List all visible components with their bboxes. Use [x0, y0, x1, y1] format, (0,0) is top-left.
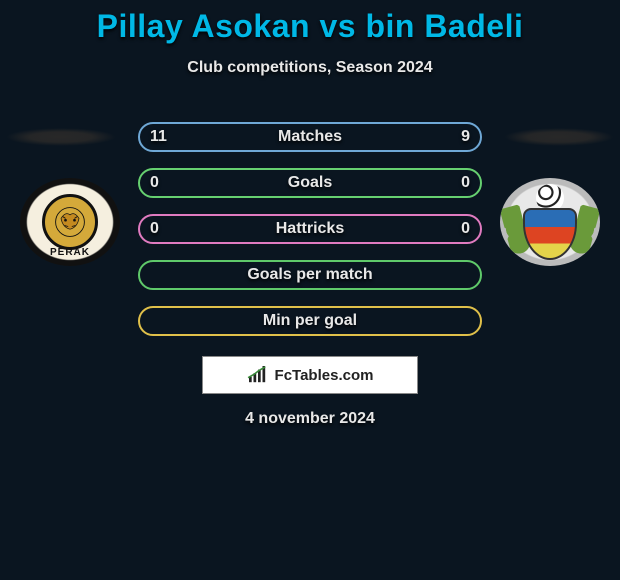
stat-label: Min per goal — [263, 312, 357, 330]
stat-right-value: 0 — [461, 174, 470, 192]
left-crest-inner — [42, 194, 98, 250]
left-crest: PERAK — [20, 178, 120, 266]
stat-row: 0 Goals 0 — [138, 168, 482, 198]
left-team-badge: PERAK — [20, 178, 120, 266]
stat-row: Min per goal — [138, 306, 482, 336]
stat-row: 11 Matches 9 — [138, 122, 482, 152]
left-player-shadow — [6, 128, 116, 146]
stat-label: Goals — [288, 174, 332, 192]
stat-left-value: 11 — [150, 128, 167, 146]
bar-chart-icon — [247, 366, 269, 384]
stat-label: Hattricks — [276, 220, 344, 238]
stat-row: Goals per match — [138, 260, 482, 290]
stat-right-value: 0 — [461, 220, 470, 238]
card-date: 4 november 2024 — [245, 410, 375, 428]
season-subtitle: Club competitions, Season 2024 — [0, 59, 620, 77]
right-team-badge — [500, 178, 600, 266]
tiger-icon — [52, 204, 88, 240]
attribution-box: FcTables.com — [202, 356, 418, 394]
attribution-text: FcTables.com — [275, 367, 374, 384]
right-player-shadow — [504, 128, 614, 146]
stats-rows: 11 Matches 9 0 Goals 0 0 Hattricks 0 Goals per ma… — [138, 122, 482, 352]
stat-left-value: 0 — [150, 220, 159, 238]
stat-label: Matches — [278, 128, 342, 146]
stat-left-value: 0 — [150, 174, 159, 192]
left-crest-label: PERAK — [50, 247, 90, 258]
stat-label: Goals per match — [247, 266, 372, 284]
comparison-card: Pillay Asokan vs bin Badeli Club competi… — [0, 0, 620, 580]
page-title: Pillay Asokan vs bin Badeli — [0, 0, 620, 45]
right-crest — [500, 178, 600, 266]
stat-row: 0 Hattricks 0 — [138, 214, 482, 244]
stat-right-value: 9 — [461, 128, 470, 146]
